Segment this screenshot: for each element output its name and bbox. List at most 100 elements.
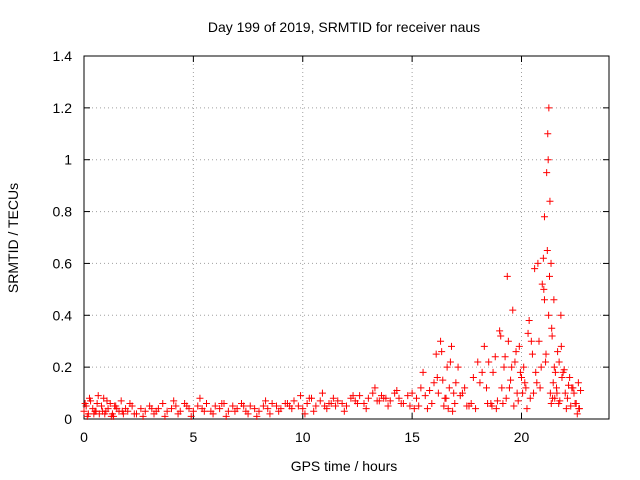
data-point	[338, 399, 346, 407]
data-point	[316, 397, 324, 405]
data-point	[507, 376, 515, 384]
data-point	[439, 376, 447, 384]
data-point	[231, 407, 239, 415]
x-tick-labels: 0 5 10 15 20	[80, 429, 529, 445]
data-point	[546, 272, 553, 280]
data-point	[485, 358, 493, 366]
data-point	[343, 402, 350, 410]
data-point	[163, 407, 171, 415]
data-point	[94, 392, 102, 400]
data-point	[542, 350, 550, 358]
data-point	[253, 412, 261, 420]
data-point	[209, 410, 217, 418]
chart-title: Day 199 of 2019, SRMTID for receiver nau…	[208, 19, 480, 35]
data-point	[545, 104, 553, 112]
data-point	[273, 402, 280, 410]
data-point	[170, 397, 178, 405]
data-point	[449, 407, 457, 415]
data-point	[480, 342, 488, 350]
data-point	[503, 272, 511, 280]
data-point	[117, 397, 125, 405]
data-point	[523, 405, 531, 413]
data-point	[472, 405, 480, 413]
data-point	[246, 402, 254, 410]
data-point	[303, 399, 311, 407]
data-point	[571, 399, 579, 407]
data-point	[218, 399, 226, 407]
data-point	[512, 348, 520, 356]
data-point	[540, 296, 548, 304]
data-point	[534, 259, 542, 267]
data-point	[384, 402, 392, 410]
data-point	[80, 407, 88, 415]
data-point	[98, 402, 105, 410]
data-point	[294, 402, 302, 410]
data-point	[444, 405, 452, 413]
data-point	[349, 392, 357, 400]
data-point	[259, 402, 267, 410]
data-point	[196, 394, 204, 402]
data-point	[520, 363, 528, 371]
data-point	[528, 350, 536, 358]
data-point	[498, 384, 506, 392]
data-point	[112, 402, 120, 410]
data-point	[395, 394, 403, 402]
y-tick-label: 0.2	[53, 359, 73, 375]
data-point	[522, 384, 530, 392]
data-point	[478, 368, 486, 376]
data-point	[222, 412, 230, 420]
axis-ticks	[83, 55, 609, 420]
x-axis-label: GPS time / hours	[291, 458, 398, 474]
data-point	[266, 410, 274, 418]
data-point	[489, 368, 497, 376]
data-point	[118, 407, 126, 415]
data-point	[566, 374, 574, 382]
data-point	[421, 392, 429, 400]
data-point	[543, 169, 551, 177]
data-point	[496, 327, 504, 335]
data-point	[491, 353, 499, 361]
data-point	[549, 379, 557, 387]
data-point	[509, 306, 517, 314]
data-point	[518, 374, 525, 382]
data-point	[187, 412, 195, 420]
data-point	[531, 265, 539, 273]
data-point	[454, 363, 462, 371]
data-point	[268, 399, 276, 407]
data-point	[81, 399, 89, 407]
data-point	[535, 337, 543, 345]
data-point	[484, 399, 492, 407]
data-point	[85, 394, 93, 402]
data-point	[380, 394, 388, 402]
data-point	[393, 386, 401, 394]
data-point	[216, 405, 224, 413]
data-point	[493, 397, 501, 405]
data-point	[547, 399, 555, 407]
data-point	[562, 405, 570, 413]
data-point	[516, 368, 524, 376]
data-point	[551, 394, 559, 402]
data-point	[567, 402, 575, 410]
data-point	[544, 130, 552, 138]
data-point	[428, 399, 436, 407]
y-axis-label: SRMTID / TECUs	[5, 183, 21, 293]
data-point	[83, 412, 91, 420]
data-point	[327, 399, 335, 407]
data-point	[469, 374, 477, 382]
data-point	[505, 384, 513, 392]
data-point	[161, 412, 169, 420]
data-point	[443, 363, 451, 371]
data-point	[244, 410, 252, 418]
data-point	[577, 386, 585, 394]
data-point	[375, 397, 383, 405]
data-point	[557, 342, 565, 350]
data-point	[364, 394, 372, 402]
data-point	[504, 337, 512, 345]
data-point	[560, 366, 568, 374]
data-point	[510, 402, 518, 410]
data-point	[312, 402, 320, 410]
data-point	[262, 397, 270, 405]
data-point	[290, 397, 298, 405]
data-point	[430, 379, 438, 387]
data-point	[555, 358, 563, 366]
